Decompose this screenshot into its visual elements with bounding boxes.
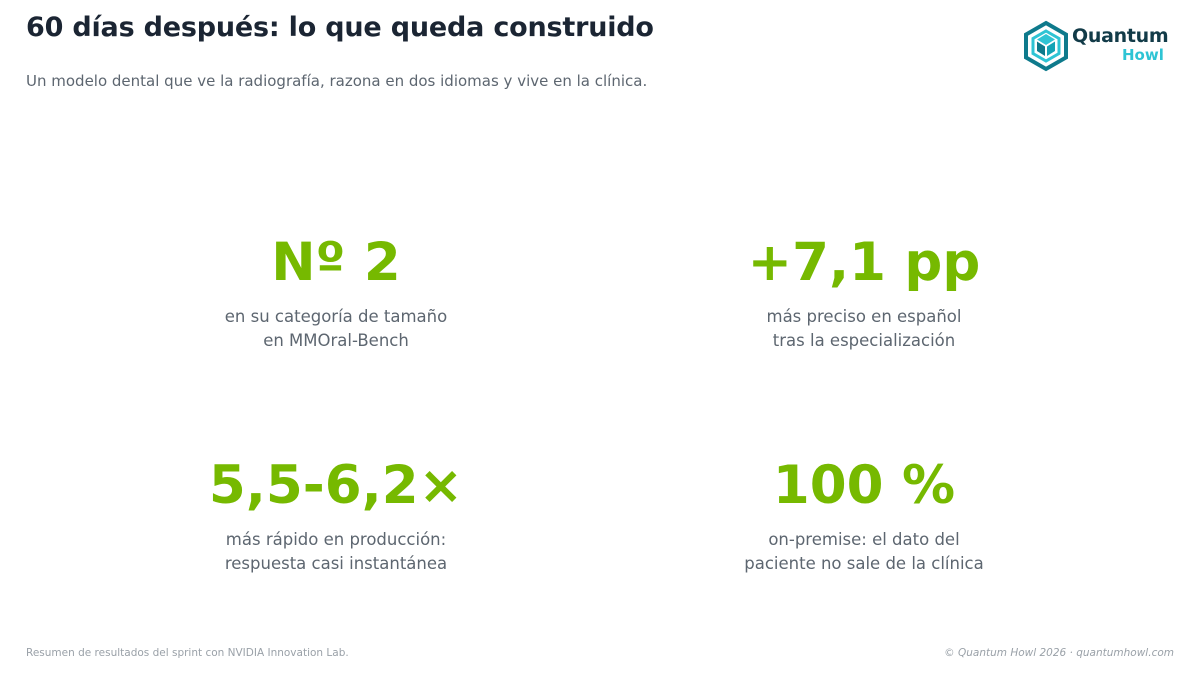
stat-description: on-premise: el dato del paciente no sale… [604, 528, 1124, 576]
stat-description-line: más preciso en español [766, 307, 962, 326]
stat-card-speedup: 5,5-6,2× más rápido en producción: respu… [76, 456, 596, 576]
stat-value: Nº 2 [271, 232, 401, 293]
stat-description-line: más rápido en producción: [225, 530, 447, 549]
stat-description-line: paciente no sale de la clínica [744, 554, 984, 573]
stat-value: +7,1 pp [747, 232, 981, 293]
stat-description: en su categoría de tamaño en MMOral-Benc… [76, 305, 596, 353]
stat-value: 5,5-6,2× [208, 455, 464, 516]
company-logo: Quantum Howl [1022, 20, 1172, 76]
stat-description: más preciso en español tras la especiali… [604, 305, 1124, 353]
stat-description-line: respuesta casi instantánea [224, 554, 448, 573]
stat-card-on-premise: 100 % on-premise: el dato del paciente n… [604, 456, 1124, 576]
stat-card-rank: Nº 2 en su categoría de tamaño en MMOral… [76, 233, 596, 353]
stat-description-line: en su categoría de tamaño [224, 307, 448, 326]
stat-description-line: on-premise: el dato del [768, 530, 960, 549]
stat-description-line: en MMOral-Bench [263, 331, 409, 350]
stat-description: más rápido en producción: respuesta casi… [76, 528, 596, 576]
stat-card-spanish-accuracy: +7,1 pp más preciso en español tras la e… [604, 233, 1124, 353]
logo-wordmark-quantum: Quantum [1072, 25, 1169, 47]
logo-wordmark-howl: Howl [1122, 46, 1164, 64]
footer-note: Resumen de resultados del sprint con NVI… [26, 647, 349, 659]
footer-copyright: © Quantum Howl 2026 · quantumhowl.com [944, 647, 1174, 659]
stat-description-line: tras la especialización [772, 331, 956, 350]
page-subtitle: Un modelo dental que ve la radiografía, … [26, 72, 648, 90]
page-title: 60 días después: lo que queda construido [26, 12, 654, 43]
stat-value: 100 % [772, 455, 956, 516]
hexagon-cube-logo-icon [1024, 20, 1068, 72]
